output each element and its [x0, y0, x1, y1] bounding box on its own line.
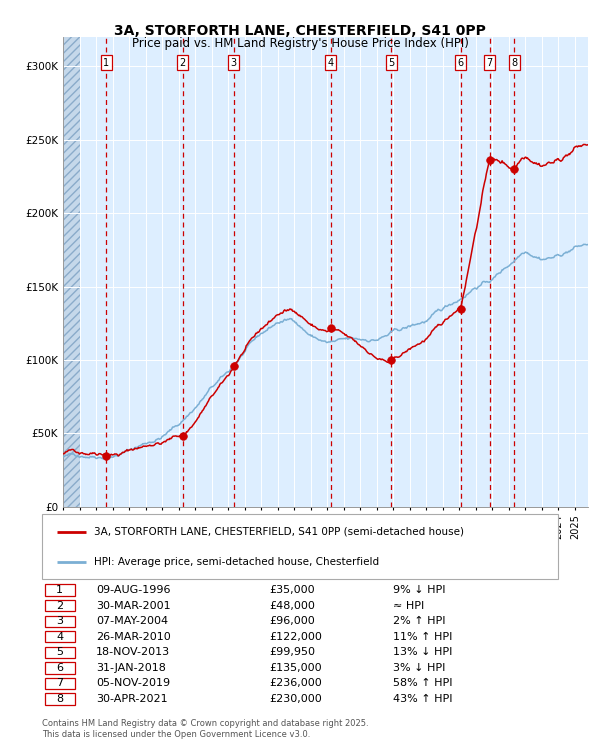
Text: 4: 4 [56, 632, 63, 642]
Text: 1: 1 [103, 58, 109, 68]
Bar [63, 37, 80, 507]
Text: 4: 4 [328, 58, 334, 68]
Text: 6: 6 [56, 663, 63, 673]
FancyBboxPatch shape [42, 514, 558, 579]
Text: 1: 1 [56, 585, 63, 595]
Text: 18-NOV-2013: 18-NOV-2013 [96, 648, 170, 657]
Text: 5: 5 [388, 58, 394, 68]
Text: £135,000: £135,000 [269, 663, 322, 673]
FancyBboxPatch shape [44, 662, 74, 673]
Text: 3: 3 [231, 58, 237, 68]
Text: 3% ↓ HPI: 3% ↓ HPI [393, 663, 445, 673]
Text: This data is licensed under the Open Government Licence v3.0.: This data is licensed under the Open Gov… [42, 730, 310, 739]
Text: 09-AUG-1996: 09-AUG-1996 [96, 585, 170, 595]
FancyBboxPatch shape [44, 600, 74, 611]
Text: 9% ↓ HPI: 9% ↓ HPI [393, 585, 445, 595]
Text: 58% ↑ HPI: 58% ↑ HPI [393, 679, 452, 688]
Text: £96,000: £96,000 [269, 616, 315, 626]
Text: 2: 2 [56, 601, 63, 610]
Text: 05-NOV-2019: 05-NOV-2019 [96, 679, 170, 688]
Text: HPI: Average price, semi-detached house, Chesterfield: HPI: Average price, semi-detached house,… [94, 557, 379, 568]
FancyBboxPatch shape [44, 631, 74, 642]
Text: 7: 7 [487, 58, 493, 68]
Text: 26-MAR-2010: 26-MAR-2010 [96, 632, 171, 642]
Text: 3A, STORFORTH LANE, CHESTERFIELD, S41 0PP: 3A, STORFORTH LANE, CHESTERFIELD, S41 0P… [114, 24, 486, 38]
Text: 8: 8 [56, 694, 63, 704]
Text: 31-JAN-2018: 31-JAN-2018 [96, 663, 166, 673]
Text: 2: 2 [179, 58, 185, 68]
Text: £236,000: £236,000 [269, 679, 322, 688]
FancyBboxPatch shape [44, 647, 74, 658]
Text: ≈ HPI: ≈ HPI [393, 601, 424, 610]
Text: 43% ↑ HPI: 43% ↑ HPI [393, 694, 452, 704]
Text: 30-APR-2021: 30-APR-2021 [96, 694, 168, 704]
Text: 11% ↑ HPI: 11% ↑ HPI [393, 632, 452, 642]
FancyBboxPatch shape [44, 616, 74, 627]
FancyBboxPatch shape [44, 678, 74, 689]
Text: Price paid vs. HM Land Registry's House Price Index (HPI): Price paid vs. HM Land Registry's House … [131, 37, 469, 50]
Text: £48,000: £48,000 [269, 601, 315, 610]
Text: 30-MAR-2001: 30-MAR-2001 [96, 601, 171, 610]
Text: 7: 7 [56, 679, 63, 688]
Text: £230,000: £230,000 [269, 694, 322, 704]
Text: 5: 5 [56, 648, 63, 657]
Text: £99,950: £99,950 [269, 648, 315, 657]
Text: 8: 8 [511, 58, 517, 68]
Bar [63, 37, 80, 507]
Text: 3: 3 [56, 616, 63, 626]
Text: 07-MAY-2004: 07-MAY-2004 [96, 616, 169, 626]
FancyBboxPatch shape [44, 693, 74, 704]
Text: 2% ↑ HPI: 2% ↑ HPI [393, 616, 445, 626]
Text: Contains HM Land Registry data © Crown copyright and database right 2025.: Contains HM Land Registry data © Crown c… [42, 719, 368, 728]
Text: 6: 6 [457, 58, 464, 68]
Text: 3A, STORFORTH LANE, CHESTERFIELD, S41 0PP (semi-detached house): 3A, STORFORTH LANE, CHESTERFIELD, S41 0P… [94, 527, 464, 536]
Text: £35,000: £35,000 [269, 585, 314, 595]
FancyBboxPatch shape [44, 585, 74, 596]
Text: £122,000: £122,000 [269, 632, 322, 642]
Text: 13% ↓ HPI: 13% ↓ HPI [393, 648, 452, 657]
